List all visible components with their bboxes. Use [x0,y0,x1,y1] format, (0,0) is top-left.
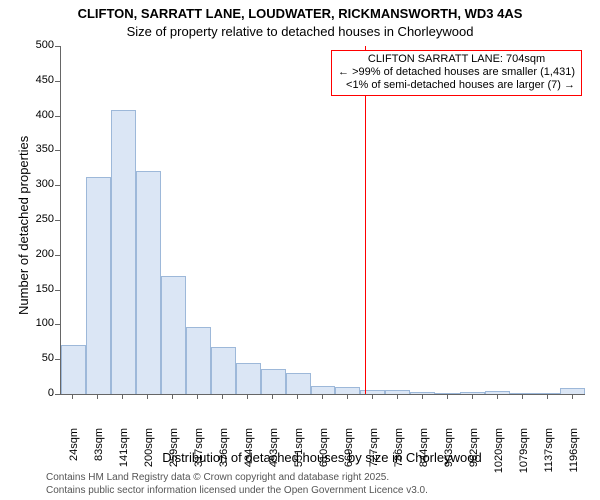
histogram-bar [161,276,186,394]
histogram-bar [136,171,161,394]
histogram-bar [510,393,535,394]
histogram-bar [435,393,460,394]
x-tick-mark [222,394,223,399]
x-tick-label: 727sqm [368,428,380,478]
histogram-bar [335,387,360,394]
x-tick-label: 1079sqm [518,428,530,478]
y-tick-label: 100 [20,317,54,329]
chart-container: CLIFTON, SARRATT LANE, LOUDWATER, RICKMA… [0,0,600,500]
footer-line2: Contains public sector information licen… [46,485,590,496]
x-tick-mark [122,394,123,399]
x-tick-mark [272,394,273,399]
y-tick-label: 150 [20,283,54,295]
y-tick-label: 350 [20,143,54,155]
annotation-line3: <1% of semi-detached houses are larger (… [338,79,575,92]
histogram-bar [311,386,336,394]
y-tick-mark [55,220,60,221]
x-tick-mark [397,394,398,399]
x-tick-mark [347,394,348,399]
y-tick-label: 50 [20,352,54,364]
histogram-bar [535,393,560,394]
histogram-bar [485,391,510,394]
x-tick-label: 903sqm [443,428,455,478]
x-tick-label: 434sqm [243,428,255,478]
x-tick-mark [72,394,73,399]
histogram-bar [286,373,311,394]
x-tick-label: 317sqm [193,428,205,478]
x-tick-label: 962sqm [468,428,480,478]
x-tick-mark [522,394,523,399]
histogram-bar [560,388,585,394]
chart-title-line2: Size of property relative to detached ho… [0,24,600,39]
histogram-bar [111,110,136,394]
y-tick-mark [55,255,60,256]
y-tick-label: 200 [20,248,54,260]
y-tick-mark [55,46,60,47]
x-tick-mark [97,394,98,399]
y-tick-mark [55,116,60,117]
histogram-bar [186,327,211,395]
x-tick-label: 141sqm [118,428,130,478]
x-tick-mark [572,394,573,399]
histogram-bar [261,369,286,394]
x-tick-label: 844sqm [418,428,430,478]
x-tick-mark [297,394,298,399]
x-tick-label: 83sqm [93,428,105,478]
y-tick-mark [55,185,60,186]
x-tick-label: 1196sqm [568,428,580,478]
y-tick-label: 300 [20,178,54,190]
y-tick-mark [55,290,60,291]
x-tick-mark [497,394,498,399]
x-tick-mark [422,394,423,399]
x-tick-mark [372,394,373,399]
y-tick-label: 0 [20,387,54,399]
y-tick-label: 400 [20,109,54,121]
histogram-bar [410,392,435,394]
y-tick-mark [55,150,60,151]
marker-line [365,46,366,394]
x-tick-label: 259sqm [168,428,180,478]
x-tick-label: 376sqm [218,428,230,478]
y-tick-label: 450 [20,74,54,86]
x-tick-label: 24sqm [68,428,80,478]
x-tick-label: 1020sqm [493,428,505,478]
x-tick-mark [547,394,548,399]
x-tick-mark [172,394,173,399]
x-tick-label: 493sqm [268,428,280,478]
x-tick-label: 200sqm [143,428,155,478]
x-tick-label: 669sqm [343,428,355,478]
y-tick-mark [55,394,60,395]
histogram-bar [385,390,410,394]
x-tick-mark [147,394,148,399]
x-tick-mark [322,394,323,399]
x-tick-label: 1137sqm [543,428,555,478]
y-tick-mark [55,324,60,325]
x-tick-label: 551sqm [293,428,305,478]
annotation-box: CLIFTON SARRATT LANE: 704sqm ← >99% of d… [331,50,582,96]
annotation-line2: ← >99% of detached houses are smaller (1… [338,66,575,79]
y-tick-mark [55,359,60,360]
x-tick-label: 610sqm [318,428,330,478]
y-tick-label: 250 [20,213,54,225]
x-tick-mark [197,394,198,399]
histogram-bar [61,345,86,394]
plot-area [60,46,585,395]
y-tick-mark [55,81,60,82]
x-tick-mark [447,394,448,399]
y-tick-label: 500 [20,39,54,51]
annotation-line1: CLIFTON SARRATT LANE: 704sqm [338,53,575,66]
histogram-bar [211,347,236,394]
histogram-bar [86,177,111,394]
x-tick-mark [247,394,248,399]
x-tick-mark [472,394,473,399]
histogram-bar [460,392,485,394]
histogram-bar [236,363,261,394]
x-tick-label: 786sqm [393,428,405,478]
chart-title-line1: CLIFTON, SARRATT LANE, LOUDWATER, RICKMA… [0,6,600,21]
